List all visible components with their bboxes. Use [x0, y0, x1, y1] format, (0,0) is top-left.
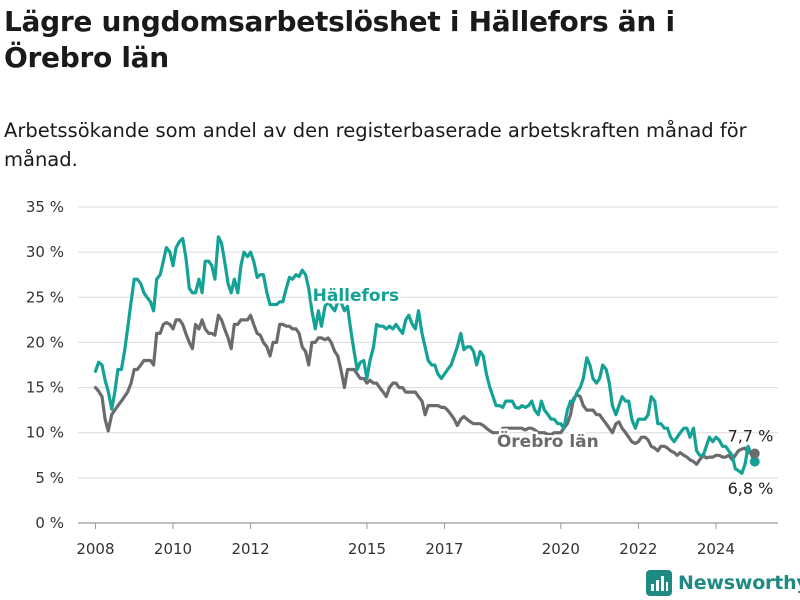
x-tick-label: 2020	[542, 540, 580, 558]
y-tick-label: 25 %	[26, 288, 64, 306]
x-tick-label: 2012	[231, 540, 269, 558]
bar-chart-logo-icon	[646, 570, 672, 596]
chart-title: Lägre ungdomsarbetslöshet i Hällefors än…	[4, 5, 675, 74]
y-tick-label: 35 %	[26, 198, 64, 216]
end-value-label-orebro-lan: 7,7 %	[728, 427, 774, 446]
x-axis-ticks: 2008 2010 2012 2015 2017 2020 2022 2024	[76, 523, 735, 558]
series-line-hallefors	[93, 235, 757, 475]
y-tick-label: 30 %	[26, 243, 64, 261]
series-label-hallefors: Hällefors	[313, 286, 399, 306]
x-tick-label: 2017	[425, 540, 463, 558]
x-tick-label: 2010	[154, 540, 192, 558]
series-line-orebro-lan	[93, 313, 757, 466]
x-tick-label: 2008	[76, 540, 114, 558]
series-label-orebro-lan: Örebro län	[497, 430, 599, 452]
x-tick-label: 2015	[348, 540, 386, 558]
gridlines	[78, 206, 778, 524]
x-tick-label: 2024	[697, 540, 735, 558]
series-label-hallefors-halo: Hällefors	[313, 286, 399, 306]
series-lines	[93, 235, 760, 475]
y-axis-ticks: 0 % 5 % 10 % 15 % 20 % 25 % 30 % 35 %	[26, 198, 64, 532]
y-tick-label: 10 %	[26, 424, 64, 442]
y-tick-label: 0 %	[35, 514, 64, 532]
newsworthy-logo: Newsworthy	[646, 568, 800, 598]
x-tick-label: 2022	[619, 540, 657, 558]
series-label-orebro-lan-halo: Örebro län	[497, 430, 599, 452]
end-marker-hallefors	[749, 456, 760, 467]
y-tick-label: 20 %	[26, 333, 64, 351]
chart-subtitle: Arbetssökande som andel av den registerb…	[4, 119, 747, 171]
end-marker-orebro-lan	[749, 448, 760, 459]
brand-name: Newsworthy	[678, 572, 800, 594]
y-tick-label: 5 %	[35, 469, 64, 487]
end-value-label-hallefors: 6,8 %	[728, 479, 774, 498]
y-tick-label: 15 %	[26, 379, 64, 397]
